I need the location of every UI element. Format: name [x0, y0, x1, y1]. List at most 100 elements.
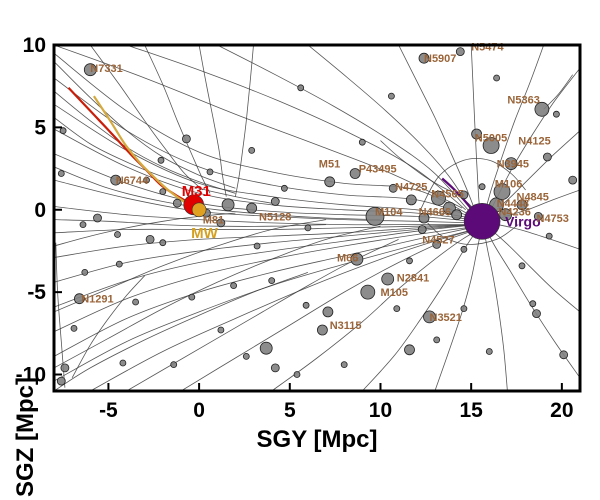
x-tick-label: 5 — [284, 399, 296, 422]
flow-line — [198, 45, 227, 197]
galaxy-point — [478, 183, 486, 191]
galaxy-point — [406, 257, 413, 265]
galaxy-point — [230, 282, 238, 290]
flow-line — [271, 227, 483, 391]
flow-line — [54, 45, 463, 209]
flow-line — [54, 219, 327, 227]
galaxy-point — [297, 84, 305, 92]
named-points-group — [183, 194, 501, 240]
flow-line — [54, 225, 479, 357]
flow-line — [54, 90, 236, 194]
galaxy-point — [217, 326, 225, 334]
galaxy-point — [143, 176, 150, 184]
galaxy-point — [358, 138, 366, 146]
galaxy-label: P43495 — [359, 164, 397, 176]
galaxy-label: N3945 — [497, 159, 529, 171]
galaxy-point — [559, 350, 569, 360]
galaxy-point — [119, 359, 127, 367]
galaxy-point — [418, 52, 430, 64]
galaxy-label: M81 — [203, 215, 224, 227]
galaxy-label: M106 — [495, 178, 523, 190]
galaxy-point — [304, 224, 312, 232]
galaxy-label: N4753 — [537, 213, 569, 225]
galaxy-point — [423, 310, 436, 324]
galaxy-point — [181, 134, 191, 144]
galaxy-point — [157, 156, 165, 164]
galaxy-point — [451, 209, 463, 221]
y-tick-label: 10 — [23, 34, 46, 57]
galaxy-point — [206, 168, 214, 176]
galaxy-point — [534, 101, 550, 117]
galaxy-point — [221, 198, 235, 212]
galaxy-point — [499, 208, 513, 222]
galaxy-point — [216, 218, 226, 228]
galaxy-point — [172, 198, 182, 208]
galaxy-point — [455, 47, 465, 56]
galaxy-point — [110, 174, 122, 186]
galaxy-point — [381, 272, 395, 286]
flow-line — [54, 224, 474, 258]
galaxy-point — [270, 197, 280, 206]
flow-line — [54, 128, 472, 220]
galaxy-labels-group: M31 MW Virgo N7331 N5907 N5474 N5363 N5005 N4125… — [81, 42, 569, 333]
galaxy-point — [433, 336, 441, 344]
x-axis-title: SGY [Mpc] — [257, 426, 378, 453]
galaxy-point — [493, 183, 511, 201]
galaxy-point — [316, 324, 328, 336]
x-tick-label: 15 — [459, 399, 483, 422]
galaxy-point — [460, 245, 468, 253]
flow-line — [54, 179, 472, 224]
galaxy-point — [79, 221, 87, 229]
galaxy-point — [493, 74, 501, 82]
named-point — [191, 202, 207, 218]
galaxy-point — [460, 305, 468, 313]
galaxy-point — [115, 260, 123, 268]
galaxy-points-group — [56, 47, 578, 386]
galaxy-point — [432, 239, 442, 249]
flow-line — [485, 227, 580, 379]
named-point-label: Virgo — [505, 213, 541, 229]
galaxy-point — [543, 152, 552, 162]
galaxy-label: N3115 — [330, 320, 362, 332]
flow-line — [489, 222, 580, 250]
galaxy-label: M104 — [375, 206, 403, 218]
galaxy-point — [545, 232, 553, 240]
flow-line — [420, 158, 526, 210]
flow-line — [235, 45, 254, 197]
galaxy-point — [114, 231, 121, 238]
galaxy-label: N5907 — [424, 53, 456, 65]
galaxy-point — [417, 225, 427, 234]
galaxy-point — [259, 341, 273, 355]
x-tick-label: 0 — [193, 399, 205, 422]
flow-line — [427, 222, 519, 245]
galaxy-point — [485, 348, 493, 355]
flow-line — [54, 219, 327, 313]
galaxy-point — [350, 252, 364, 266]
galaxy-point — [360, 284, 376, 300]
galaxy-point — [270, 363, 280, 373]
galaxy-point — [280, 184, 288, 192]
galaxy-point — [93, 213, 102, 223]
flow-line — [71, 275, 145, 378]
galaxy-label: N4125 — [518, 136, 550, 148]
galaxy-point — [246, 202, 258, 214]
galaxy-label: N5005 — [475, 132, 507, 144]
galaxy-point — [322, 306, 334, 318]
galaxy-point — [81, 268, 89, 276]
x-tick-label: 10 — [369, 399, 392, 422]
axes-group: -5 0 5 10 15 20 -10 -5 0 5 10 — [16, 34, 574, 422]
galaxy-label: N4565 — [431, 188, 463, 200]
galaxy-label: N4448 — [497, 198, 529, 210]
galaxy-point — [145, 234, 155, 244]
flow-line — [307, 45, 474, 214]
galaxy-point — [349, 168, 361, 179]
galaxy-point — [340, 361, 348, 369]
galaxy-point — [532, 309, 541, 319]
galaxy-label: N5128 — [259, 211, 291, 223]
galaxy-label: N4236 — [498, 206, 530, 218]
galaxy-point — [170, 361, 178, 369]
galaxy-point — [393, 305, 401, 313]
x-tick-label: 20 — [550, 399, 573, 422]
galaxy-point — [553, 110, 560, 118]
